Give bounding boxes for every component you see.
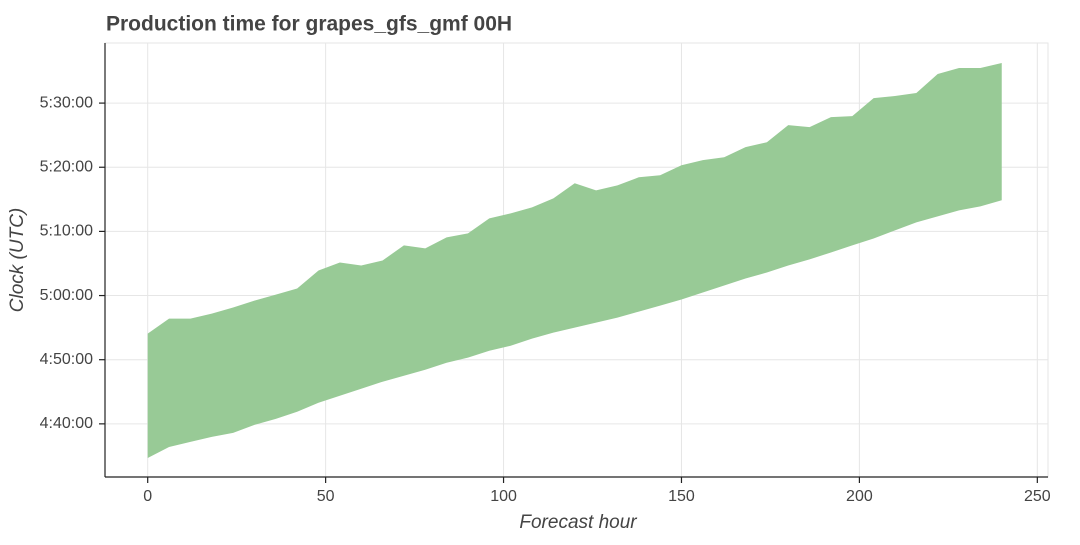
x-tick-label: 50 [317, 488, 335, 505]
y-tick-label: 5:00:00 [40, 287, 93, 304]
x-tick-label: 150 [668, 488, 695, 505]
x-tick-label: 100 [490, 488, 517, 505]
y-tick-label: 4:50:00 [40, 351, 93, 368]
x-axis-label: Forecast hour [519, 512, 637, 533]
y-axis-label: Clock (UTC) [7, 208, 28, 313]
chart-title: Production time for grapes_gfs_gmf 00H [106, 13, 512, 36]
x-tick-label: 0 [143, 488, 152, 505]
x-tick-label: 250 [1024, 488, 1051, 505]
band-area [147, 62, 1002, 458]
y-tick-label: 4:40:00 [40, 415, 93, 432]
y-tick-label: 5:10:00 [40, 223, 93, 240]
y-tick-label: 5:30:00 [40, 94, 93, 111]
x-tick-label: 200 [846, 488, 873, 505]
y-tick-label: 5:20:00 [40, 158, 93, 175]
